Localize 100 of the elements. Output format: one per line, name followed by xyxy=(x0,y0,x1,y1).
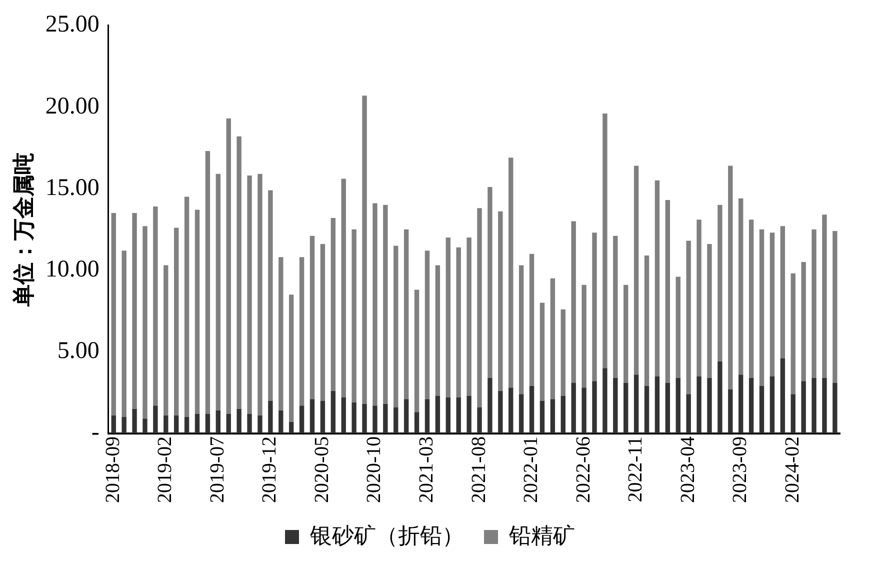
bar xyxy=(394,407,398,434)
bar xyxy=(362,404,367,434)
y-tick-label: - xyxy=(91,420,100,446)
bar xyxy=(456,397,461,434)
bar xyxy=(488,186,492,378)
bar xyxy=(205,151,210,414)
bar xyxy=(550,399,556,434)
bar xyxy=(592,381,597,434)
bar xyxy=(142,418,148,434)
x-tick-label: 2022-11 xyxy=(624,436,647,502)
bar xyxy=(790,273,796,394)
y-tick-label: 15.00 xyxy=(45,174,100,201)
bar xyxy=(696,220,702,376)
bar xyxy=(132,213,137,409)
bar xyxy=(822,214,827,378)
bar xyxy=(759,229,764,386)
y-tick-label: 5.00 xyxy=(57,338,100,364)
bar xyxy=(122,417,126,434)
bar xyxy=(122,250,126,418)
bar xyxy=(268,190,273,401)
bar xyxy=(341,178,346,398)
bar xyxy=(832,231,838,383)
bar xyxy=(540,302,545,401)
bar xyxy=(759,386,764,434)
bar xyxy=(394,246,398,408)
bar xyxy=(582,284,586,388)
bar xyxy=(728,389,733,434)
bar xyxy=(320,400,326,434)
bar xyxy=(258,174,262,416)
bar xyxy=(414,290,420,412)
bar xyxy=(488,378,492,434)
bar xyxy=(320,244,326,401)
bar xyxy=(383,404,388,434)
bar xyxy=(435,396,440,434)
bar xyxy=(613,236,618,378)
bar xyxy=(352,229,356,402)
x-tick-label: 2019-12 xyxy=(258,436,281,504)
bar xyxy=(352,402,356,434)
bar xyxy=(236,136,242,409)
x-tick-label: 2019-02 xyxy=(154,436,176,504)
bar xyxy=(226,414,231,434)
bar xyxy=(446,238,450,398)
legend-label: 铅精矿 xyxy=(508,522,575,548)
bar xyxy=(707,378,712,434)
bar xyxy=(372,406,378,434)
legend-label: 银砂矿（折铅） xyxy=(309,522,464,548)
bar xyxy=(624,382,628,434)
bar xyxy=(258,415,262,434)
bar xyxy=(174,415,179,434)
bar xyxy=(226,118,231,414)
bar xyxy=(247,414,252,434)
bar xyxy=(518,394,524,434)
bar xyxy=(665,382,670,434)
x-tick-label: 2021-03 xyxy=(415,436,438,504)
bar xyxy=(278,257,284,410)
bar xyxy=(216,410,221,434)
bar xyxy=(634,374,639,434)
bar xyxy=(718,204,722,362)
x-tick-label: 2024-02 xyxy=(781,436,804,504)
bar xyxy=(728,166,733,390)
bar xyxy=(686,240,691,394)
bar xyxy=(164,415,168,434)
bar xyxy=(822,378,827,434)
bar xyxy=(111,415,116,434)
bar xyxy=(508,158,514,388)
bar xyxy=(477,407,482,434)
x-tick-label: 2022-06 xyxy=(572,436,594,504)
bar xyxy=(466,238,472,396)
bar xyxy=(299,406,304,434)
bar xyxy=(404,229,409,400)
bar xyxy=(341,397,346,434)
x-tick-label: 2018-09 xyxy=(102,436,124,504)
bar xyxy=(236,408,242,434)
bar xyxy=(153,206,158,406)
bar xyxy=(288,294,294,422)
bar xyxy=(498,390,503,434)
bar xyxy=(518,265,524,394)
bar xyxy=(508,388,514,434)
bar xyxy=(738,374,744,434)
bar xyxy=(529,254,534,386)
bar xyxy=(330,218,336,391)
bar xyxy=(383,204,388,404)
bar xyxy=(466,396,472,434)
y-tick-label: 10.00 xyxy=(45,256,100,282)
bar xyxy=(748,220,754,378)
y-tick-label: 20.00 xyxy=(45,93,100,120)
bar xyxy=(770,232,775,376)
x-tick-label: 2023-09 xyxy=(729,436,752,504)
bar xyxy=(654,180,660,376)
bar xyxy=(748,378,754,434)
bar xyxy=(288,422,294,434)
bar xyxy=(801,381,806,434)
bar xyxy=(602,368,608,434)
bar xyxy=(676,276,680,378)
bar xyxy=(424,399,430,434)
bar xyxy=(780,358,786,434)
bar xyxy=(164,265,168,416)
bar xyxy=(644,386,650,434)
bar xyxy=(707,244,712,378)
bar xyxy=(560,396,566,434)
